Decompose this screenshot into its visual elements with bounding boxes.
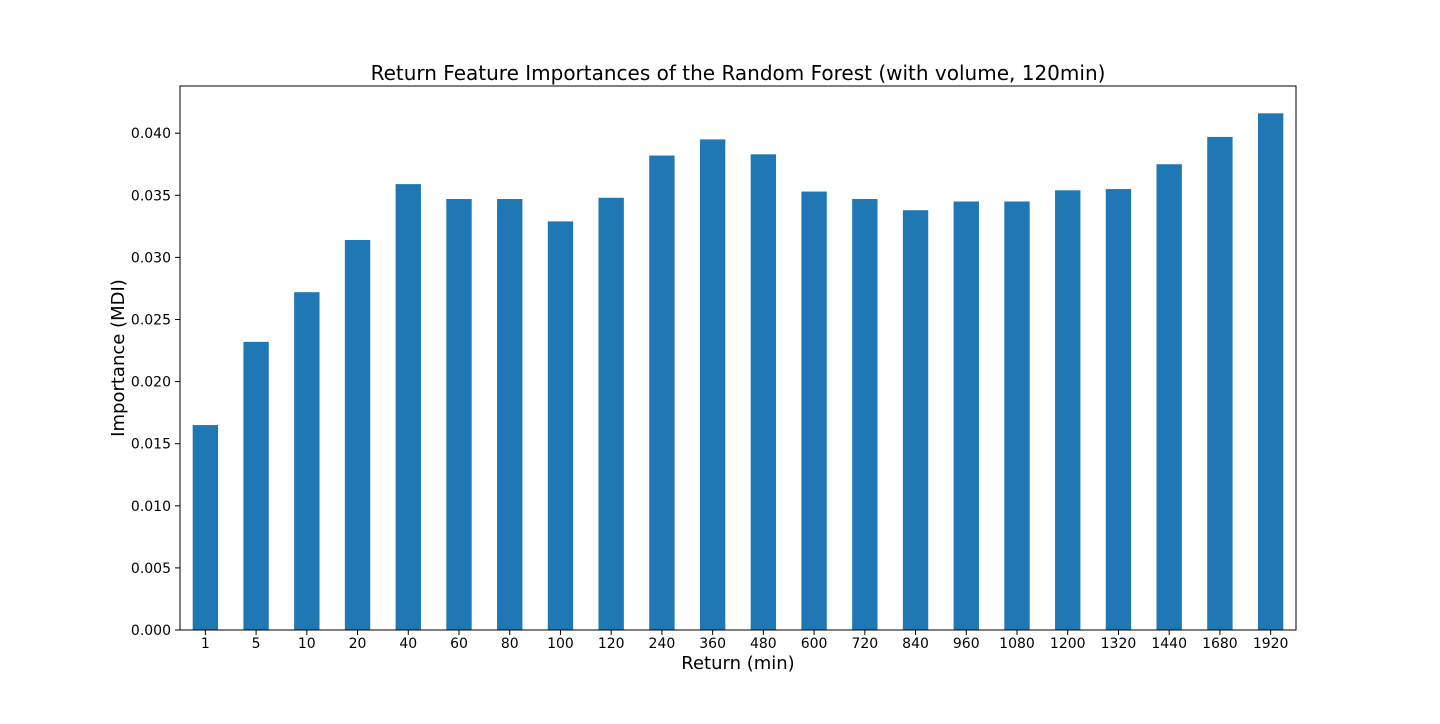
bar-40	[395, 184, 421, 631]
bar-1200	[1055, 190, 1081, 630]
y-tick-label: 0.025	[131, 312, 171, 328]
bar-5	[243, 341, 269, 630]
bar-120	[598, 197, 624, 630]
bar-1920	[1257, 113, 1284, 630]
x-tick-label: 10	[298, 636, 316, 652]
x-tick-label: 1200	[1050, 636, 1086, 652]
x-tick-label: 1680	[1202, 636, 1238, 652]
bars-group	[192, 113, 1284, 631]
bar-1680	[1207, 136, 1233, 631]
x-axis: 1 5 10 20 40 60 80 100 120 240 360 480 600 720 840 960 1…	[201, 630, 1289, 652]
y-tick-label: 0.015	[131, 437, 171, 453]
x-tick-label: 1	[201, 636, 210, 652]
bar-80	[497, 199, 523, 630]
x-tick-label: 60	[450, 636, 468, 652]
bar-600	[801, 191, 827, 630]
y-tick-label: 0.010	[131, 499, 171, 515]
x-tick-label: 600	[801, 636, 828, 652]
x-tick-label: 360	[699, 636, 726, 652]
x-axis-title: Return (min)	[681, 653, 794, 674]
bar-480	[750, 154, 777, 631]
y-tick-label: 0.030	[131, 250, 171, 266]
bar-1320	[1105, 189, 1132, 630]
y-tick-label: 0.005	[131, 561, 171, 577]
plot-frame	[179, 85, 1297, 631]
y-tick-label: 0.020	[131, 375, 171, 391]
x-tick-label: 20	[349, 636, 367, 652]
bar-100	[547, 221, 574, 630]
bar-960	[953, 201, 979, 631]
x-tick-label: 1320	[1101, 636, 1137, 652]
x-tick-label: 100	[547, 636, 574, 652]
y-tick-label: 0.035	[131, 188, 171, 204]
bar-720	[852, 199, 878, 630]
x-tick-label: 720	[851, 636, 878, 652]
bar-1440	[1156, 164, 1182, 630]
bar-240	[649, 155, 675, 631]
chart-title: Return Feature Importances of the Random…	[371, 61, 1106, 85]
x-tick-label: 480	[750, 636, 777, 652]
bar-10	[294, 292, 320, 630]
bar-1080	[1004, 201, 1030, 631]
x-tick-label: 40	[399, 636, 417, 652]
bar-360	[699, 139, 726, 631]
x-tick-label: 1080	[999, 636, 1035, 652]
y-tick-label: 0.000	[131, 623, 171, 639]
bar-20	[344, 240, 371, 630]
x-tick-label: 80	[501, 636, 519, 652]
y-tick-label: 0.040	[131, 126, 171, 142]
x-tick-label: 1920	[1253, 636, 1289, 652]
x-tick-label: 120	[598, 636, 625, 652]
bar-1	[192, 425, 219, 630]
x-tick-label: 960	[953, 636, 980, 652]
x-tick-label: 1440	[1151, 636, 1187, 652]
x-tick-label: 840	[902, 636, 929, 652]
x-tick-label: 240	[649, 636, 676, 652]
bar-60	[446, 199, 472, 630]
bar-840	[902, 210, 929, 630]
y-axis-title: Importance (MDI)	[108, 279, 129, 437]
x-tick-label: 5	[252, 636, 261, 652]
y-axis: 0.000 0.005 0.010 0.015 0.020 0.025 0.030 0.035…	[131, 126, 180, 639]
